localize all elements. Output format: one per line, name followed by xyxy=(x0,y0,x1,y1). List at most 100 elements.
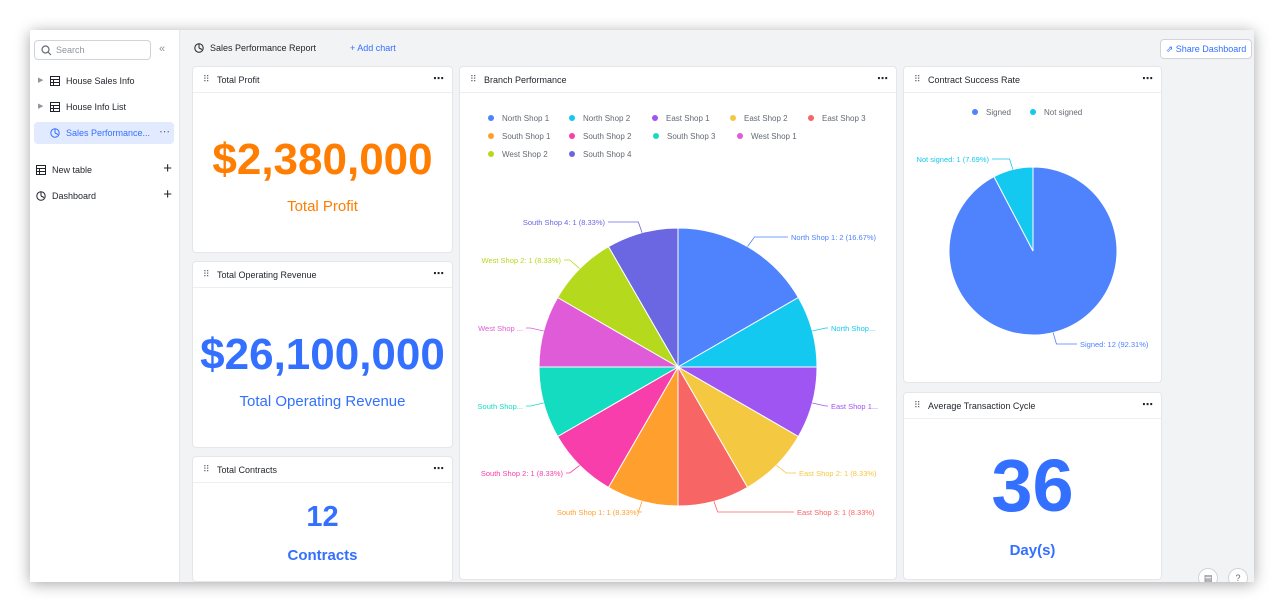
caret-right-icon[interactable]: ▶ xyxy=(38,77,44,84)
leader-line xyxy=(776,464,796,474)
leader-line xyxy=(992,158,1014,170)
sidebar-dashboard[interactable]: Dashboard + xyxy=(34,185,174,207)
legend-dot xyxy=(808,115,814,121)
drag-handle-icon[interactable]: ⠿ xyxy=(203,269,210,279)
metric-label: Total Profit xyxy=(287,198,358,215)
legend-dot xyxy=(569,133,575,139)
slice-data-label: North Shop 1: 2 (16.67%) xyxy=(791,233,877,242)
search-input[interactable]: Search xyxy=(34,40,151,60)
table-icon xyxy=(50,76,60,86)
metric-label: Day(s) xyxy=(1009,542,1056,559)
legend-dot xyxy=(653,133,659,139)
metric-value: $26,100,000 xyxy=(200,330,445,379)
slice-data-label: West Shop 2: 1 (8.33%) xyxy=(482,256,562,265)
document-icon[interactable]: ▤ xyxy=(1198,568,1218,582)
legend-item[interactable]: Not signed xyxy=(1030,108,1082,117)
legend-item[interactable]: South Shop 4 xyxy=(569,150,631,159)
more-icon[interactable]: ⋯ xyxy=(433,268,444,280)
legend-item[interactable]: West Shop 2 xyxy=(488,150,548,159)
leader-line xyxy=(566,464,580,474)
legend-dot xyxy=(488,151,494,157)
slice-data-label: East Shop 2: 1 (8.33%) xyxy=(799,469,877,478)
dashboard-icon xyxy=(50,128,60,138)
card-total-contracts: ⠿ Total Contracts ⋯ 12 Contracts xyxy=(192,456,453,582)
card-header: ⠿ Total Contracts ⋯ xyxy=(193,457,452,483)
legend-label: West Shop 2 xyxy=(502,150,548,159)
card-title: Total Contracts xyxy=(217,465,278,475)
card-contract-success-rate: ⠿ Contract Success Rate ⋯ Signed Not sign… xyxy=(903,66,1162,383)
leader-line xyxy=(564,259,580,270)
legend-label: South Shop 1 xyxy=(502,132,551,141)
sidebar: Search « ▶ House Sales Info ▶ House Info… xyxy=(30,30,180,582)
more-icon[interactable]: ⋯ xyxy=(1142,73,1153,85)
card-total-profit: ⠿ Total Profit ⋯ $2,380,000 Total Profit xyxy=(192,66,453,253)
caret-right-icon[interactable]: ▶ xyxy=(38,103,44,110)
sidebar-item-label: House Info List xyxy=(66,102,127,112)
more-icon[interactable]: ⋯ xyxy=(159,126,170,138)
add-table-icon[interactable]: + xyxy=(163,160,172,177)
legend-item[interactable]: South Shop 1 xyxy=(488,132,550,141)
legend-label: East Shop 1 xyxy=(666,114,710,123)
more-icon[interactable]: ⋯ xyxy=(877,73,888,85)
card-title: Total Operating Revenue xyxy=(217,270,317,280)
dashboard-icon xyxy=(194,43,204,53)
card-header: ⠿ Average Transaction Cycle ⋯ xyxy=(904,393,1161,419)
more-icon[interactable]: ⋯ xyxy=(433,73,444,85)
legend-item[interactable]: East Shop 2 xyxy=(730,114,788,123)
card-title: Branch Performance xyxy=(484,75,567,85)
add-chart-button[interactable]: + Add chart xyxy=(350,43,396,53)
legend-item[interactable]: West Shop 1 xyxy=(737,132,797,141)
legend-dot xyxy=(569,115,575,121)
slice-data-label: North Shop... xyxy=(831,324,875,333)
sidebar-item-label: House Sales Info xyxy=(66,76,135,86)
legend-dot xyxy=(730,115,736,121)
double-chevron-left-icon[interactable]: « xyxy=(159,43,166,55)
legend-item[interactable]: South Shop 3 xyxy=(653,132,715,141)
more-icon[interactable]: ⋯ xyxy=(1142,399,1153,411)
legend-item[interactable]: East Shop 3 xyxy=(808,114,866,123)
legend-label: East Shop 3 xyxy=(822,114,866,123)
card-header: ⠿ Total Operating Revenue ⋯ xyxy=(193,262,452,288)
more-icon[interactable]: ⋯ xyxy=(433,463,444,475)
dashboard-icon xyxy=(36,191,46,201)
legend-dot xyxy=(652,115,658,121)
share-dashboard-button[interactable]: ⇗ Share Dashboard xyxy=(1160,39,1252,59)
legend-dot xyxy=(737,133,743,139)
page-title-text: Sales Performance Report xyxy=(210,43,317,53)
legend-item[interactable]: North Shop 2 xyxy=(569,114,630,123)
legend-item[interactable]: Signed xyxy=(972,108,1011,117)
legend-dot xyxy=(488,133,494,139)
slice-data-label: South Shop... xyxy=(478,402,523,411)
legend-item[interactable]: North Shop 1 xyxy=(488,114,549,123)
drag-handle-icon[interactable]: ⠿ xyxy=(914,74,921,84)
share-icon: ⇗ xyxy=(1165,44,1174,54)
drag-handle-icon[interactable]: ⠿ xyxy=(203,464,210,474)
section-label: New table xyxy=(52,165,93,175)
slice-data-label: West Shop ... xyxy=(478,324,523,333)
legend-label: Signed xyxy=(986,108,1011,117)
sidebar-item-house-sales-info[interactable]: ▶ House Sales Info xyxy=(34,70,174,92)
card-average-transaction-cycle: ⠿ Average Transaction Cycle ⋯ 36 Day(s) xyxy=(903,392,1162,580)
metric-value: 36 xyxy=(991,444,1074,527)
legend-dot xyxy=(569,151,575,157)
leader-line xyxy=(637,501,643,513)
sidebar-item-house-info-list[interactable]: ▶ House Info List xyxy=(34,96,174,118)
sidebar-item-sales-performance[interactable]: Sales Performance... ⋯ xyxy=(34,122,174,144)
slice-data-label: Not signed: 1 (7.69%) xyxy=(916,155,989,164)
leader-line xyxy=(526,327,544,332)
legend-label: East Shop 2 xyxy=(744,114,788,123)
drag-handle-icon[interactable]: ⠿ xyxy=(914,400,921,410)
app-window: Search « ▶ House Sales Info ▶ House Info… xyxy=(30,30,1254,582)
pie-slice-north-shop-1[interactable] xyxy=(677,227,800,368)
sidebar-item-label: Sales Performance... xyxy=(66,128,151,138)
add-dashboard-icon[interactable]: + xyxy=(163,186,172,203)
page-title: Sales Performance Report xyxy=(194,43,316,53)
pie-slice-not-signed[interactable] xyxy=(993,166,1034,252)
legend-item[interactable]: South Shop 2 xyxy=(569,132,631,141)
legend-label: North Shop 2 xyxy=(583,114,631,123)
help-button[interactable]: ? xyxy=(1228,568,1248,582)
legend-item[interactable]: East Shop 1 xyxy=(652,114,710,123)
drag-handle-icon[interactable]: ⠿ xyxy=(470,74,477,84)
sidebar-new-table[interactable]: New table + xyxy=(34,159,174,181)
drag-handle-icon[interactable]: ⠿ xyxy=(203,74,210,84)
